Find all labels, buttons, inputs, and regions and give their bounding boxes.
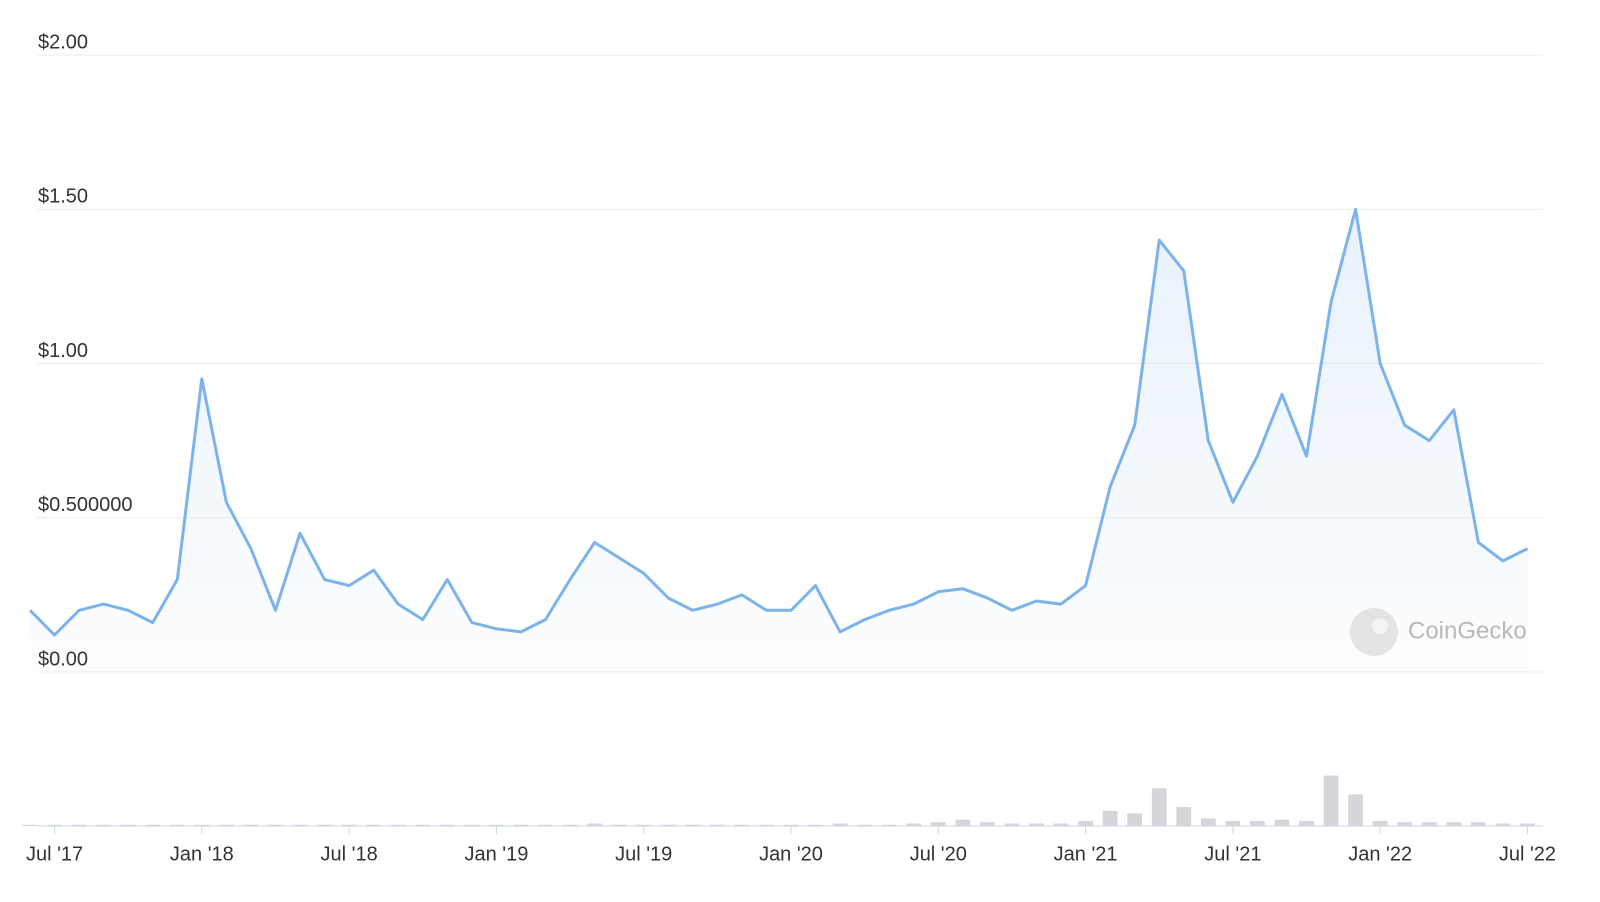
volume-bar xyxy=(1200,818,1216,826)
volume-bar xyxy=(1299,820,1314,826)
volume-bar xyxy=(415,824,431,826)
x-tick-label: Jul '17 xyxy=(26,843,83,865)
volume-bar xyxy=(832,823,848,826)
volume-bar xyxy=(881,824,897,826)
volume-bar xyxy=(464,824,480,826)
volume-bar xyxy=(366,824,382,826)
volume-bar xyxy=(169,824,185,826)
x-tick-label: Jan '22 xyxy=(1348,843,1412,865)
volume-bar xyxy=(709,824,725,826)
volume-bar xyxy=(562,824,578,826)
volume-bar xyxy=(317,824,332,826)
logo xyxy=(1350,608,1398,656)
volume-bar xyxy=(219,824,234,826)
volume-bar xyxy=(980,822,995,826)
x-tick-label: Jan '18 xyxy=(170,843,234,865)
volume-bar xyxy=(660,824,676,826)
volume-bar xyxy=(292,824,308,826)
volume-bar xyxy=(120,824,136,826)
volume-bar xyxy=(857,824,873,826)
y-tick-label: $1.00 xyxy=(38,340,88,362)
volume-bar xyxy=(194,824,210,826)
x-tick-label: Jul '20 xyxy=(910,843,967,865)
volume-bar xyxy=(145,824,161,826)
x-tick-label: Jan '21 xyxy=(1054,843,1118,865)
volume-bar xyxy=(538,824,553,826)
volume-bar xyxy=(1470,822,1486,826)
volume-bar xyxy=(1250,820,1265,826)
x-tick-label: Jul '22 xyxy=(1499,843,1556,865)
volume-bar xyxy=(22,824,38,826)
price-line xyxy=(28,207,1529,637)
volume-bar xyxy=(1078,820,1093,826)
volume-bar xyxy=(1029,823,1044,826)
volume-bar xyxy=(1176,807,1192,826)
volume-bar xyxy=(1446,822,1462,826)
volume-bar xyxy=(268,824,283,826)
volume-bar xyxy=(1397,822,1413,826)
volume-bar xyxy=(636,824,652,826)
volume-bar xyxy=(759,824,774,826)
volume-bar xyxy=(955,819,971,826)
volume-bar xyxy=(1520,823,1535,826)
volume-bar xyxy=(1053,823,1069,826)
x-tick-label: Jul '21 xyxy=(1204,843,1261,865)
volume-bar xyxy=(1004,823,1020,826)
volume-bar xyxy=(1372,820,1388,826)
volume-bar xyxy=(906,823,922,826)
volume-bar xyxy=(734,824,750,826)
y-tick-label: $0.500000 xyxy=(38,494,133,516)
volume-bar xyxy=(341,824,357,826)
volume-bar xyxy=(685,824,701,826)
volume-bar xyxy=(1127,813,1143,826)
x-tick-label: Jan '19 xyxy=(464,843,528,865)
x-tick-label: Jul '18 xyxy=(321,843,378,865)
volume-bar xyxy=(513,824,529,826)
volume-bar xyxy=(1348,794,1363,826)
y-tick-label: $2.00 xyxy=(38,31,88,53)
volume-bar xyxy=(489,824,504,826)
volume-bar xyxy=(611,824,627,826)
volume-bar xyxy=(1102,810,1118,826)
watermark: CoinGecko xyxy=(1408,617,1527,644)
volume-bar xyxy=(783,824,799,826)
volume-bar xyxy=(1421,822,1437,826)
volume-bar xyxy=(439,824,455,826)
volume-bar xyxy=(1225,820,1241,826)
volume-bar xyxy=(930,822,946,826)
price-area xyxy=(30,209,1528,673)
volume-bar xyxy=(587,823,602,826)
volume-bar xyxy=(1274,819,1290,826)
volume-bar xyxy=(1495,823,1511,826)
volume-bar xyxy=(96,824,112,826)
volume-bar xyxy=(390,824,406,826)
volume-bar xyxy=(243,824,259,826)
volume-bar xyxy=(47,824,62,826)
x-tick-label: Jan '20 xyxy=(759,843,823,865)
volume-bar xyxy=(1151,788,1167,826)
y-tick-label: $1.50 xyxy=(38,186,88,208)
volume-bar xyxy=(808,824,823,826)
volume-bar xyxy=(71,824,87,826)
x-tick-label: Jul '19 xyxy=(615,843,672,865)
volume-bar xyxy=(1323,775,1339,826)
